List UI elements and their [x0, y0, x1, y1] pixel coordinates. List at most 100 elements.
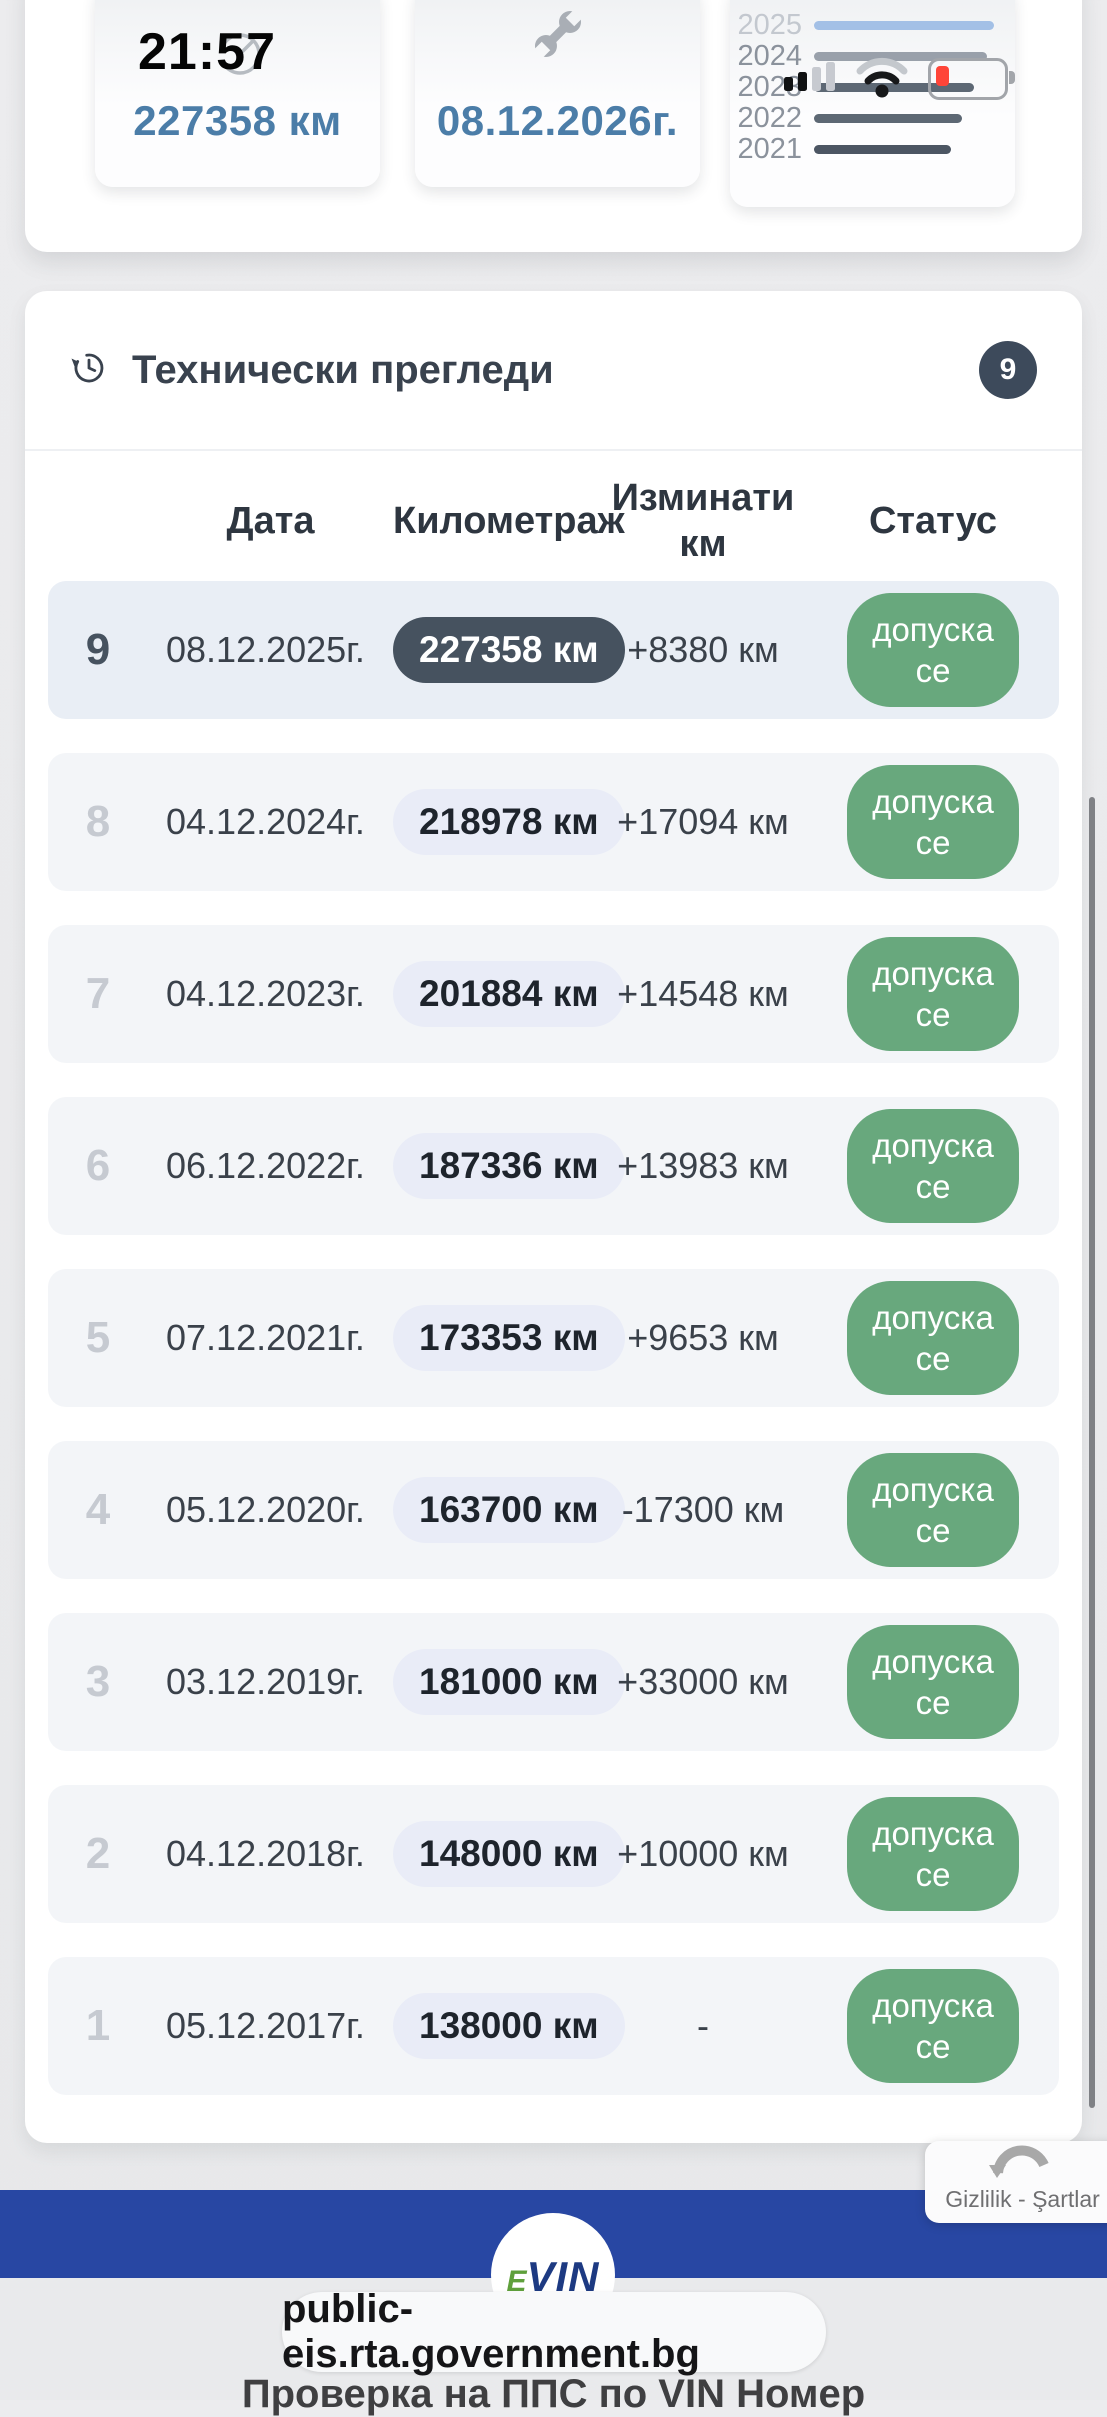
status-badge: допуска се — [847, 1797, 1019, 1911]
row-status: допуска се — [808, 1797, 1058, 1911]
chart-year-row: 2022 — [736, 102, 1009, 134]
scrollbar-thumb[interactable] — [1089, 797, 1095, 2108]
row-date: 04.12.2018г. — [166, 1833, 365, 1874]
recaptcha-links[interactable]: Gizlilik - Şartlar — [945, 2186, 1100, 2212]
wifi-icon — [853, 54, 911, 103]
chart-bar — [814, 145, 951, 154]
mileage-by-year-chart: 2025 2024 2023 2022 2021 — [736, 9, 1009, 165]
row-number: 1 — [85, 2001, 111, 2050]
row-status: допуска се — [808, 1453, 1058, 1567]
row-status: допуска се — [808, 765, 1058, 879]
row-date: 08.12.2025г. — [166, 629, 365, 670]
inspection-row: 4 05.12.2020г. 163700 км -17300 км допус… — [48, 1441, 1059, 1579]
inspection-row: 7 04.12.2023г. 201884 км +14548 км допус… — [48, 925, 1059, 1063]
row-odometer: 173353 км — [393, 1305, 625, 1371]
row-odometer: 187336 км — [393, 1133, 625, 1199]
inspections-count-badge: 9 — [979, 341, 1037, 399]
row-odometer: 138000 км — [393, 1993, 625, 2059]
battery-level-fill — [936, 66, 949, 86]
col-header-date: Дата — [226, 500, 315, 542]
row-status: допуска се — [808, 1625, 1058, 1739]
chart-year-label: 2025 — [737, 9, 802, 41]
odometer-pill: 218978 км — [393, 789, 625, 855]
row-odometer: 148000 км — [393, 1821, 625, 1887]
inspection-row: 1 05.12.2017г. 138000 км - допуска се — [48, 1957, 1059, 2095]
row-delta-km: +10000 км — [617, 1833, 789, 1874]
status-badge: допуска се — [847, 1453, 1019, 1567]
row-odometer: 181000 км — [393, 1649, 625, 1715]
row-delta-km: +17094 км — [617, 801, 789, 842]
address-bar-url: public-eis.rta.government.bg — [282, 2287, 700, 2376]
chart-year-label: 2022 — [737, 102, 802, 134]
odometer-pill: 227358 км — [393, 617, 625, 683]
odometer-card: 227358 км — [95, 0, 380, 187]
row-odometer: 163700 км — [393, 1477, 625, 1543]
cellular-signal-icon — [784, 62, 835, 91]
odometer-pill: 148000 км — [393, 1821, 625, 1887]
odometer-pill: 201884 км — [393, 961, 625, 1027]
row-number: 9 — [85, 625, 111, 674]
chart-year-row: 2024 — [736, 40, 1009, 72]
row-number: 8 — [85, 797, 111, 846]
row-odometer: 218978 км — [393, 789, 625, 855]
inspection-row: 3 03.12.2019г. 181000 км +33000 км допус… — [48, 1613, 1059, 1751]
chart-bar — [814, 83, 974, 92]
chart-bar — [814, 21, 994, 30]
row-number: 3 — [85, 1657, 111, 1706]
odometer-pill: 138000 км — [393, 1993, 625, 2059]
chart-year-row: 2025 — [736, 9, 1009, 41]
gauge-icon — [216, 30, 264, 83]
next-inspection-date: 08.12.2026г. — [436, 97, 679, 144]
status-badge: допуска се — [847, 1109, 1019, 1223]
row-status: допуска се — [808, 1109, 1058, 1223]
row-date: 05.12.2020г. — [166, 1489, 365, 1530]
row-delta-km: -17300 км — [621, 1489, 785, 1530]
inspection-row: 8 04.12.2024г. 218978 км +17094 км допус… — [48, 753, 1059, 891]
chart-year-label: 2021 — [737, 133, 802, 165]
chart-bar — [814, 52, 987, 61]
status-badge: допуска се — [847, 593, 1019, 707]
address-bar[interactable]: public-eis.rta.government.bg — [282, 2287, 826, 2376]
row-delta-km: - — [697, 2005, 709, 2046]
recaptcha-logo-icon — [988, 2145, 1049, 2178]
panel-title: Технически прегледи — [132, 347, 554, 392]
col-header-odometer: Километраж — [393, 500, 625, 542]
odometer-pill: 187336 км — [393, 1133, 625, 1199]
odometer-pill: 181000 км — [393, 1649, 625, 1715]
status-badge: допуска се — [847, 937, 1019, 1051]
wrench-icon — [528, 4, 588, 69]
row-number: 7 — [85, 969, 111, 1018]
row-odometer: 201884 км — [393, 961, 625, 1027]
next-inspection-card: 08.12.2026г. — [415, 0, 700, 187]
mileage-chart-card: 2025 2024 2023 2022 2021 — [730, 0, 1015, 207]
odometer-pill: 173353 км — [393, 1305, 625, 1371]
status-badge: допуска се — [847, 1281, 1019, 1395]
battery-cap — [1009, 71, 1015, 84]
row-delta-km: +14548 км — [617, 973, 789, 1014]
row-status: допуска се — [808, 1281, 1058, 1395]
row-delta-km: +8380 км — [627, 629, 779, 670]
chart-bar — [814, 114, 962, 123]
col-header-status: Статус — [868, 500, 998, 542]
row-delta-km: +33000 км — [617, 1661, 789, 1702]
battery-icon — [928, 58, 1015, 100]
summary-panel: 227358 км — [25, 0, 1082, 252]
recaptcha-badge[interactable]: Gizlilik - Şartlar — [925, 2141, 1107, 2223]
row-date: 05.12.2017г. — [166, 2005, 365, 2046]
inspections-panel-header: Технически прегледи 9 — [25, 291, 1082, 451]
row-number: 5 — [85, 1313, 111, 1362]
inspections-panel: Технически прегледи 9 Дата Километраж Из… — [25, 291, 1082, 2143]
row-number: 2 — [85, 1829, 111, 1878]
statusbar-clock: 21:57 — [138, 23, 276, 81]
status-badge: допуска се — [847, 1625, 1019, 1739]
row-status: допуска се — [808, 937, 1058, 1051]
chart-year-label: 2024 — [737, 40, 802, 72]
inspection-row: 5 07.12.2021г. 173353 км +9653 км допуск… — [48, 1269, 1059, 1407]
odometer-value: 227358 км — [133, 97, 342, 144]
inspection-row: 2 04.12.2018г. 148000 км +10000 км допус… — [48, 1785, 1059, 1923]
status-badge: допуска се — [847, 765, 1019, 879]
row-date: 07.12.2021г. — [166, 1317, 365, 1358]
row-date: 04.12.2023г. — [166, 973, 365, 1014]
row-number: 4 — [85, 1485, 111, 1534]
chart-year-row: 2021 — [736, 133, 1009, 165]
